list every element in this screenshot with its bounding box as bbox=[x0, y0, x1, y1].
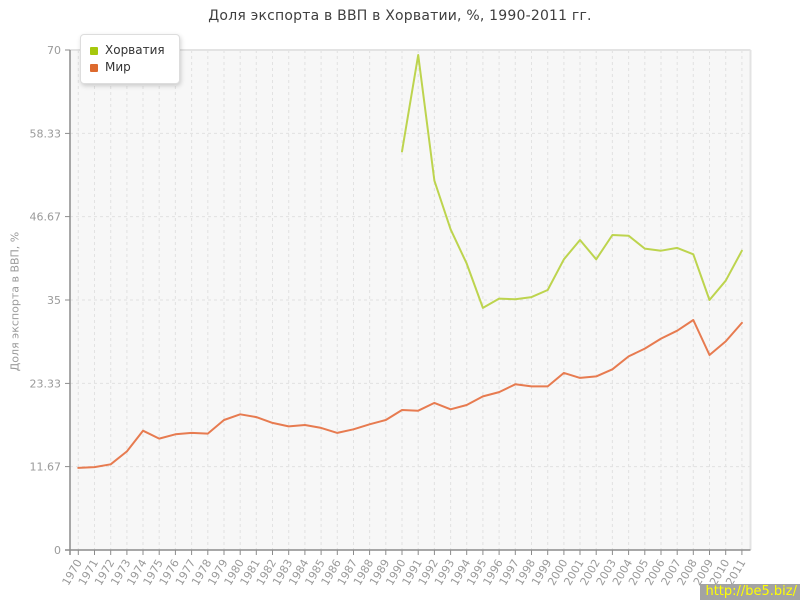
y-tick-label: 46.67 bbox=[30, 211, 62, 224]
y-tick-label: 70 bbox=[47, 44, 61, 57]
y-tick-label: 58.33 bbox=[30, 127, 62, 140]
legend-swatch-croatia-icon bbox=[90, 46, 98, 55]
y-axis-title: Доля экспорта в ВВП, % bbox=[8, 231, 22, 372]
series-line-world bbox=[77, 319, 743, 469]
chart-title: Доля экспорта в ВВП в Хорватии, %, 1990-… bbox=[208, 8, 592, 24]
y-tick-label: 35 bbox=[47, 294, 61, 307]
legend-label-croatia: Хорватия bbox=[105, 43, 165, 57]
y-tick-label: 11.67 bbox=[30, 461, 62, 474]
series-line-croatia bbox=[401, 54, 743, 309]
y-tick-label: 0 bbox=[54, 544, 61, 557]
legend-item-world[interactable]: Мир bbox=[90, 59, 165, 76]
tick-marks bbox=[65, 49, 743, 555]
legend: Хорватия Мир bbox=[80, 34, 180, 84]
legend-label-world: Мир bbox=[105, 60, 131, 74]
legend-swatch-world-icon bbox=[90, 63, 98, 72]
watermark-link[interactable]: http://be5.biz/ bbox=[700, 584, 800, 600]
y-tick-label: 23.33 bbox=[30, 377, 62, 390]
x-tick-labels: 1970197119721973197419751976197719781979… bbox=[60, 557, 749, 588]
legend-item-croatia[interactable]: Хорватия bbox=[90, 42, 165, 59]
y-tick-labels: 0 11.67 23.33 35 46.67 58.33 70 bbox=[30, 44, 62, 557]
plot-area bbox=[70, 50, 751, 550]
